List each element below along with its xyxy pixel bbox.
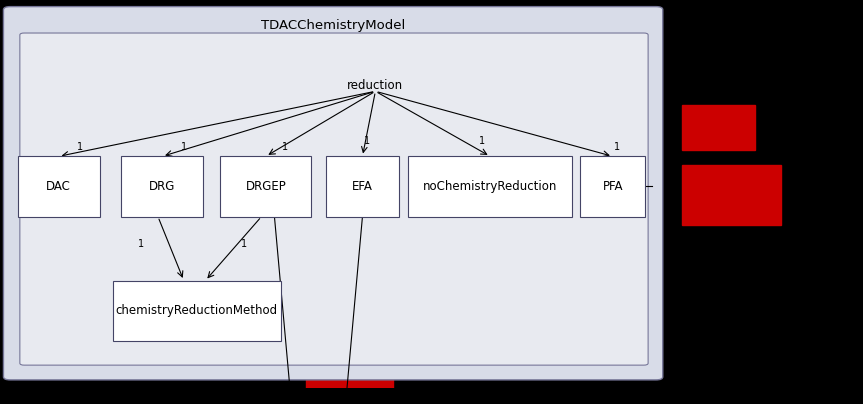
Text: 1: 1 (241, 239, 248, 249)
FancyBboxPatch shape (306, 356, 393, 389)
Text: noChemistryReduction: noChemistryReduction (423, 180, 557, 193)
FancyBboxPatch shape (682, 165, 781, 225)
Text: 1: 1 (363, 136, 370, 146)
FancyBboxPatch shape (113, 281, 281, 341)
Text: TDACChemistryModel: TDACChemistryModel (261, 19, 406, 32)
FancyBboxPatch shape (3, 6, 663, 380)
FancyBboxPatch shape (325, 156, 399, 217)
Text: DRGEP: DRGEP (245, 180, 287, 193)
Text: 1: 1 (77, 142, 84, 152)
Text: 1: 1 (137, 239, 144, 249)
Text: 1: 1 (478, 136, 485, 146)
FancyBboxPatch shape (408, 156, 572, 217)
Text: 1: 1 (180, 142, 187, 152)
FancyBboxPatch shape (221, 156, 311, 217)
Text: DAC: DAC (47, 180, 71, 193)
FancyBboxPatch shape (682, 105, 755, 149)
FancyBboxPatch shape (580, 156, 645, 217)
Text: chemistryReductionMethod: chemistryReductionMethod (116, 304, 278, 317)
Text: EFA: EFA (352, 180, 373, 193)
FancyBboxPatch shape (20, 33, 648, 365)
Text: DRG: DRG (149, 180, 175, 193)
FancyBboxPatch shape (18, 156, 100, 217)
Text: 1: 1 (281, 142, 288, 152)
FancyBboxPatch shape (121, 156, 204, 217)
Text: reduction: reduction (347, 79, 404, 92)
Text: 1: 1 (614, 142, 620, 152)
Text: PFA: PFA (602, 180, 623, 193)
